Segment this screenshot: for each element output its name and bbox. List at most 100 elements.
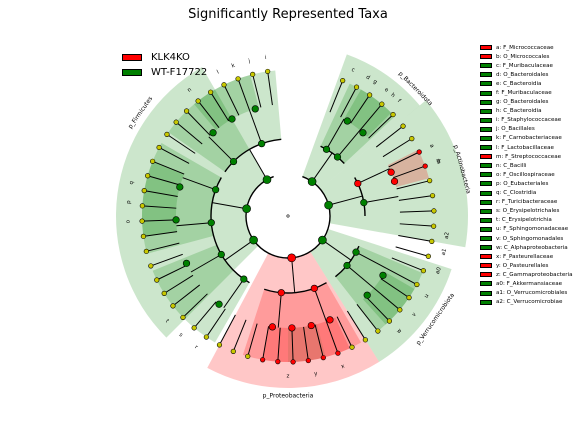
leaf-node bbox=[208, 89, 214, 95]
clade-legend-item: o: F_Oscillospiraceae bbox=[480, 170, 573, 179]
tree-node bbox=[287, 253, 296, 263]
order-branch bbox=[382, 138, 413, 158]
leaf-node bbox=[406, 295, 412, 301]
leaf-node bbox=[235, 76, 241, 82]
clade-legend-label: t: C_Erysipelotrichia bbox=[496, 217, 552, 224]
class-branch bbox=[223, 278, 245, 309]
tree-node bbox=[318, 235, 327, 245]
clade-legend-item: q: C_Clostridia bbox=[480, 189, 573, 198]
order-branch bbox=[237, 78, 251, 111]
clade-legend-label: b: O_Micrococcales bbox=[496, 53, 550, 60]
clade-legend-item: a2: C_Verrucomicrobiae bbox=[480, 298, 573, 307]
order-branch bbox=[247, 323, 258, 357]
leaf-node bbox=[397, 307, 403, 313]
order-branch bbox=[277, 327, 281, 362]
order-branch bbox=[219, 314, 236, 346]
phylum-branch bbox=[212, 202, 247, 210]
clade-legend-label: g: O_Bacteroidales bbox=[496, 99, 549, 106]
clade-letter-w: w bbox=[396, 327, 404, 335]
tree-node bbox=[288, 324, 296, 332]
tree-node bbox=[359, 129, 367, 137]
clade-legend-item: a: F_Micrococcaceae bbox=[480, 43, 573, 52]
clade-legend: a: F_Micrococcaceae b: O_Micrococcales c: … bbox=[480, 43, 573, 307]
clade-legend-item: w: C_Alphaproteobacteria bbox=[480, 243, 573, 252]
root-node bbox=[286, 214, 290, 218]
tree-node bbox=[310, 284, 318, 292]
clade-letter-q: q bbox=[129, 181, 136, 186]
clade-legend-swatch bbox=[480, 99, 492, 105]
class-arc-1 bbox=[320, 145, 345, 164]
clade-legend-swatch bbox=[480, 154, 492, 160]
clade-letter-f: f bbox=[396, 98, 402, 104]
clade-legend-swatch bbox=[480, 90, 492, 96]
order-branch bbox=[172, 284, 201, 307]
clade-letter-a0: a0 bbox=[435, 266, 443, 275]
leaf-node bbox=[164, 131, 170, 137]
clade-legend-item: i: F_Staphylococcaceae bbox=[480, 116, 573, 125]
order-branch bbox=[373, 287, 401, 311]
order-branch bbox=[375, 125, 404, 148]
leaf-node bbox=[150, 158, 156, 164]
clade-legend-swatch bbox=[480, 181, 492, 187]
leaf-node bbox=[161, 290, 167, 296]
clade-legend-swatch bbox=[480, 281, 492, 287]
clade-legend-label: u: F_Sphingomonadaceae bbox=[496, 226, 569, 233]
order-branch bbox=[143, 231, 178, 237]
tree-node bbox=[215, 300, 223, 308]
tree-node bbox=[207, 219, 215, 227]
tree-node bbox=[387, 168, 395, 176]
leaf-node bbox=[379, 101, 385, 107]
legend-label-wt: WT-F17722 bbox=[151, 67, 208, 78]
class-arc-2 bbox=[354, 177, 366, 217]
order-branch bbox=[399, 223, 434, 227]
clade-legend-label: x: F_Pasteurellaceae bbox=[496, 253, 554, 260]
clade-legend-label: f: F_Muribaculaceae bbox=[496, 90, 552, 97]
order-branch bbox=[329, 80, 344, 113]
chart-title: Significantly Represented Taxa bbox=[188, 7, 388, 22]
order-branch bbox=[398, 195, 433, 201]
order-branch bbox=[396, 180, 430, 190]
leaf-node bbox=[216, 342, 223, 348]
clade-legend-label: j: O_Bacillales bbox=[496, 126, 535, 133]
tree-node bbox=[333, 153, 342, 161]
clade-legend-label: q: C_Clostridia bbox=[496, 190, 537, 197]
class-arc-4 bbox=[263, 282, 327, 294]
clade-legend-label: c: F_Muribaculaceae bbox=[496, 62, 553, 69]
leaf-node bbox=[409, 136, 415, 142]
clade-letter-n: n bbox=[187, 87, 194, 94]
class-branch bbox=[355, 251, 388, 270]
tree-node bbox=[251, 105, 259, 113]
clade-legend-label: a: F_Micrococcaceae bbox=[496, 44, 554, 51]
clade-legend-item: y: O_Pasteurellales bbox=[480, 261, 573, 270]
leaf-node bbox=[427, 178, 433, 184]
order-branch bbox=[186, 110, 211, 136]
clade-legend-item: h: C_Bacteroidia bbox=[480, 107, 573, 116]
leaf-node bbox=[429, 193, 436, 199]
clade-legend-item: z: C_Gammaproteobacteria bbox=[480, 270, 573, 279]
order-branch bbox=[399, 210, 434, 213]
order-branch bbox=[205, 308, 226, 338]
leaf-node bbox=[183, 108, 190, 114]
order-branch bbox=[267, 71, 273, 106]
leaf-node bbox=[367, 92, 373, 98]
clade-sector-gammaproteo-inner bbox=[242, 282, 361, 362]
leaf-node bbox=[154, 277, 160, 283]
clade-letter-k: k bbox=[231, 62, 237, 69]
order-branch bbox=[197, 100, 220, 129]
order-branch bbox=[163, 274, 194, 294]
leaf-node bbox=[416, 149, 422, 155]
clade-letter-g: g bbox=[372, 79, 378, 86]
phylum-branch bbox=[249, 149, 268, 180]
order-branch bbox=[232, 319, 247, 352]
leaf-node bbox=[420, 268, 426, 274]
leaf-node bbox=[203, 334, 209, 340]
order-branch bbox=[393, 165, 426, 179]
leaf-node bbox=[335, 350, 341, 356]
leaf-node bbox=[349, 344, 355, 350]
tree-node bbox=[307, 321, 315, 330]
leaf-node bbox=[425, 253, 431, 259]
leaf-node bbox=[275, 359, 281, 365]
clade-legend-item: m: F_Streptococcaceae bbox=[480, 152, 573, 161]
leaf-node bbox=[191, 325, 197, 331]
clade-legend-swatch bbox=[480, 45, 492, 51]
